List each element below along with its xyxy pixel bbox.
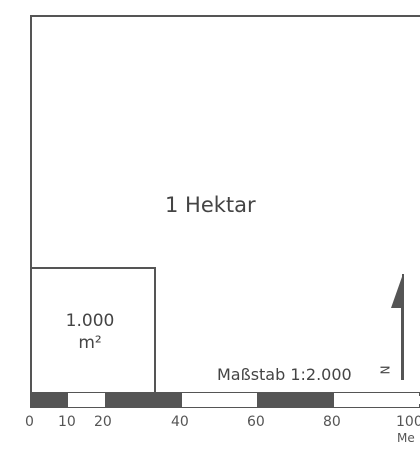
scale-segment-0-10	[30, 392, 68, 408]
north-arrow-icon	[391, 274, 404, 380]
scale-unit-label: Me	[397, 431, 415, 445]
scale-tick-label: 80	[323, 414, 341, 430]
scale-tick-label: 20	[94, 414, 112, 430]
scale-segment-40-60	[182, 396, 257, 404]
scale-label: Maßstab 1:2.000	[217, 365, 352, 384]
small-area-value: 1.000	[65, 311, 115, 331]
scale-tick-label: 0	[25, 414, 34, 430]
scale-tick-label: 100	[396, 414, 420, 430]
hectare-label: 1 Hektar	[165, 193, 256, 217]
scale-tick-label: 10	[58, 414, 76, 430]
thousand-sqm-square	[30, 267, 156, 393]
scale-tick-label: 40	[171, 414, 189, 430]
scale-segment-20-40	[105, 392, 182, 408]
small-area-label: 1.000 m²	[40, 310, 140, 354]
scale-segment-10-20	[68, 396, 105, 404]
scale-tick-label: 60	[247, 414, 265, 430]
north-letter: N	[377, 365, 392, 375]
scale-segment-60-80	[257, 392, 334, 408]
small-area-unit: m²	[78, 333, 102, 353]
scale-bar	[30, 392, 420, 408]
scale-segment-80-100	[334, 396, 420, 404]
hectare-square	[30, 15, 420, 407]
